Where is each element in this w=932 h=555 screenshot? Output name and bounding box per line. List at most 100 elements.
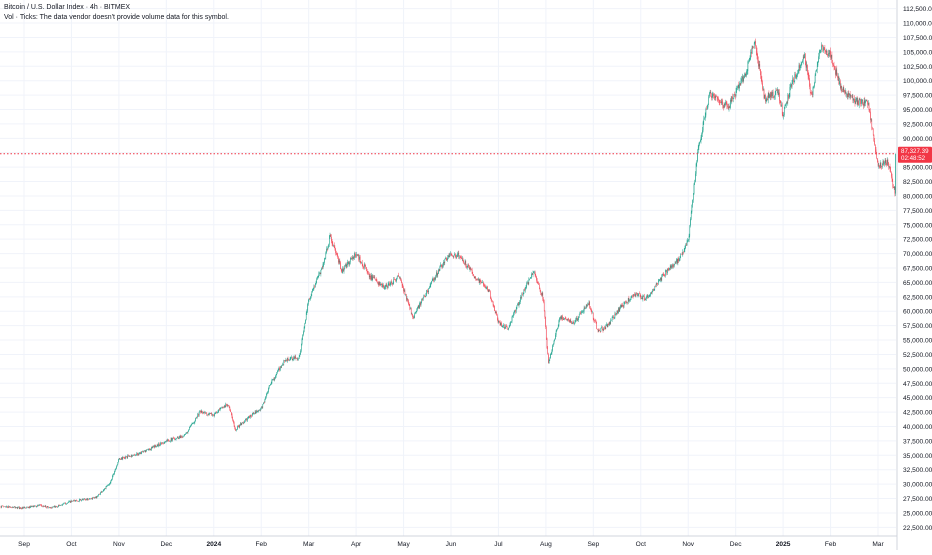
candle-body (556, 331, 557, 335)
candle-body (291, 357, 292, 358)
candle-body (328, 245, 329, 247)
candle-body (827, 55, 828, 56)
candle-body (513, 314, 514, 316)
candle-body (211, 413, 212, 414)
candle-body (375, 277, 376, 278)
candle-body (878, 162, 879, 165)
candle-body (795, 74, 796, 77)
candle-body (256, 411, 257, 413)
candle-body (88, 499, 89, 500)
candle-body (726, 102, 727, 103)
candle-body (607, 324, 608, 327)
candle-body (540, 290, 541, 293)
candle-body (476, 279, 477, 280)
candle-body (109, 483, 110, 484)
candle-body (631, 296, 632, 298)
candle-body (616, 313, 617, 315)
candle-body (570, 320, 571, 322)
price-axis: 22,500.0025,000.0027,500.0030,000.0032,5… (903, 6, 932, 532)
candle-body (153, 447, 154, 448)
y-tick-label: 95,000.00 (903, 107, 932, 114)
candle-body (88, 499, 89, 500)
candle-body (548, 354, 549, 363)
candle-body (758, 60, 759, 66)
candle-body (338, 257, 339, 262)
candle-body (736, 91, 737, 96)
candle-body (805, 54, 806, 62)
candle-body (3, 506, 4, 507)
candle-body (564, 319, 565, 320)
candle-body (183, 436, 184, 437)
candle-body (665, 271, 666, 276)
candle-body (881, 163, 882, 166)
candle-body (349, 262, 350, 264)
candle-body (438, 270, 439, 274)
candle-body (393, 279, 394, 283)
candle-body (382, 284, 383, 287)
candle-body (653, 289, 654, 290)
candle-body (478, 279, 479, 280)
candle-body (122, 458, 123, 460)
candle-body (771, 92, 772, 96)
candle-body (435, 277, 436, 280)
candle-body (424, 295, 425, 296)
candle-body (645, 300, 646, 301)
candle-body (326, 249, 327, 253)
candle-body (554, 341, 555, 344)
candle-body (216, 412, 217, 413)
x-tick-label: Feb (256, 541, 268, 548)
candle-body (505, 327, 506, 328)
candle-body (538, 284, 539, 285)
candle-body (226, 404, 227, 405)
candle-body (543, 293, 544, 299)
candle-body (118, 459, 119, 462)
candle-body (518, 304, 519, 306)
candle-body (831, 55, 832, 58)
candle-body (892, 177, 893, 182)
candle-body (30, 506, 31, 508)
candle-body (835, 70, 836, 75)
candle-body (817, 65, 818, 70)
candle-body (200, 411, 201, 412)
candle-body (615, 314, 616, 318)
candle-body (787, 102, 788, 103)
candle-body (792, 78, 793, 83)
candle-body (48, 507, 49, 508)
candle-body (18, 507, 19, 508)
candle-body (406, 294, 407, 299)
candle-body (601, 328, 602, 331)
y-tick-label: 110,000.00 (903, 21, 932, 28)
candle-body (634, 294, 635, 296)
candle-body (685, 245, 686, 248)
x-tick-label: Nov (113, 541, 125, 548)
candle-body (526, 287, 527, 288)
candle-body (773, 92, 774, 97)
candle-body (304, 327, 305, 332)
y-tick-label: 97,500.00 (903, 93, 932, 100)
candle-body (158, 445, 159, 446)
candle-body (216, 412, 217, 413)
candle-body (451, 254, 452, 256)
candle-body (414, 313, 415, 317)
candle-body (559, 320, 560, 325)
candle-body (206, 413, 207, 414)
candle-body (662, 274, 663, 276)
candle-body (893, 187, 894, 188)
y-tick-label: 32,500.00 (903, 467, 932, 474)
candle-body (589, 302, 590, 308)
candle-body (301, 344, 302, 351)
candle-body (55, 506, 56, 507)
y-tick-label: 75,000.00 (903, 222, 932, 229)
candle-body (790, 84, 791, 87)
candle-body (590, 308, 591, 309)
candle-body (846, 92, 847, 95)
candle-body (52, 507, 53, 508)
candle-body (536, 277, 537, 281)
candle-body (335, 249, 336, 253)
candle-body (240, 423, 241, 425)
candle-body (749, 60, 750, 61)
candle-body (560, 317, 561, 318)
candle-body (231, 412, 232, 414)
